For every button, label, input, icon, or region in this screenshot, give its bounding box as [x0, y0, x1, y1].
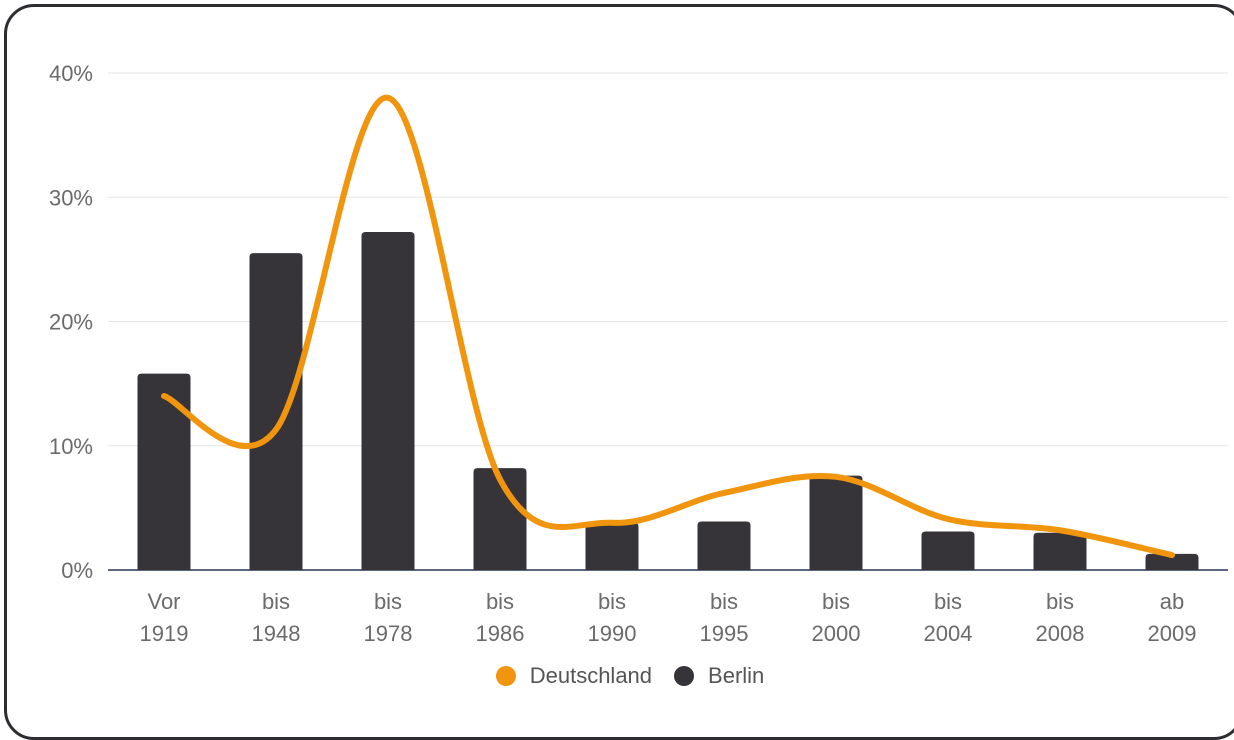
- chart-frame: [4, 4, 1234, 740]
- bar-berlin[interactable]: [473, 468, 527, 570]
- legend-item-deutschland[interactable]: Deutschland: [495, 663, 653, 689]
- bar-berlin[interactable]: [921, 531, 975, 570]
- y-tick-label: 30%: [49, 185, 93, 210]
- deutschland-line-group: [161, 94, 1175, 559]
- x-tick-label: bis 2004: [924, 589, 973, 646]
- x-tick-label: bis 2008: [1036, 589, 1085, 646]
- berlin-bars: [137, 232, 1199, 571]
- y-tick-label: 20%: [49, 310, 93, 335]
- y-tick-label: 0%: [61, 558, 93, 583]
- x-tick-label: bis 1995: [700, 589, 749, 646]
- x-tick-label: ab 2009: [1148, 589, 1197, 646]
- legend-marker-berlin: [674, 666, 695, 686]
- y-tick-label: 10%: [49, 434, 93, 459]
- x-tick-label: Vor 1919: [140, 589, 189, 646]
- x-tick-label: bis 1978: [364, 589, 413, 646]
- bar-berlin[interactable]: [697, 521, 751, 570]
- x-tick-label: bis 1948: [252, 589, 301, 646]
- legend-marker-deutschland: [495, 666, 516, 686]
- x-axis-ticks: Vor 1919 bis 1948 bis 1978 bis 1986 bis 1990 bis 19…: [140, 589, 1197, 646]
- bar-berlin[interactable]: [809, 475, 863, 570]
- legend-label-berlin: Berlin: [708, 663, 765, 688]
- x-tick-label: bis 1986: [476, 589, 525, 646]
- legend-label-deutschland: Deutschland: [529, 663, 653, 688]
- bar-berlin[interactable]: [1145, 553, 1199, 570]
- y-axis-ticks: 0% 10% 20% 30% 40%: [49, 61, 93, 583]
- y-tick-label: 40%: [49, 61, 93, 86]
- bar-berlin[interactable]: [249, 253, 303, 570]
- bar-berlin[interactable]: [361, 232, 415, 571]
- legend-item-berlin[interactable]: Berlin: [674, 663, 764, 689]
- legend: Deutschland Berlin: [0, 663, 1234, 689]
- bar-berlin[interactable]: [585, 522, 639, 570]
- x-tick-label: bis 2000: [812, 589, 861, 646]
- x-tick-label: bis 1990: [588, 589, 637, 646]
- bar-berlin[interactable]: [137, 373, 191, 570]
- line-deutschland[interactable]: [161, 94, 1175, 559]
- bar-berlin[interactable]: [1033, 532, 1087, 570]
